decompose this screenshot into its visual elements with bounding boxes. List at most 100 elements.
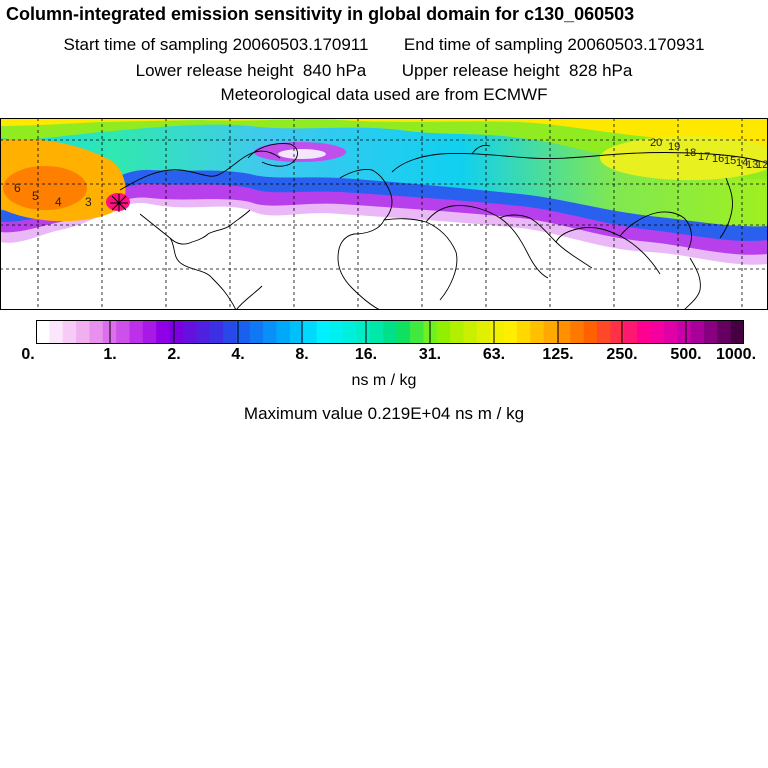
trajectory-label: 19 <box>668 141 680 153</box>
colorbar-swatch <box>49 320 64 344</box>
trajectory-label: 12 <box>756 159 768 171</box>
colorbar-label: 125. <box>542 346 574 363</box>
arctic-white <box>278 149 326 159</box>
colorbar-label: 31. <box>418 346 442 363</box>
colorbar-swatch <box>116 320 131 344</box>
colorbar-swatch <box>597 320 612 344</box>
trajectory-label: 5 <box>32 189 39 203</box>
colorbar-swatch <box>436 320 451 344</box>
colorbar-swatch <box>396 320 411 344</box>
lower-height-label: Lower release height <box>135 61 294 80</box>
africa-land <box>340 256 450 310</box>
plume-green <box>0 118 768 180</box>
colorbar-swatch <box>717 320 732 344</box>
colorbar-swatch <box>476 320 491 344</box>
colorbar-swatch <box>543 320 558 344</box>
colorbar-swatch <box>156 320 171 344</box>
colorbar-swatch <box>650 320 665 344</box>
colorbar-swatch <box>369 320 384 344</box>
upper-height-label: Upper release height <box>401 61 560 80</box>
colorbar-swatch <box>730 320 744 344</box>
colorbar-label: 63. <box>482 346 506 363</box>
trajectory-label: 4 <box>55 195 62 209</box>
maximum-value-text: Maximum value 0.219E+04 ns m / kg <box>243 404 525 423</box>
trajectory-label: 15 <box>724 155 736 167</box>
colorbar-swatch <box>677 320 692 344</box>
colorbar-swatch <box>503 320 518 344</box>
upper-height-value: 828 hPa <box>569 61 633 80</box>
colorbar-label: 0. <box>21 346 35 363</box>
colorbar-swatch <box>76 320 91 344</box>
colorbar-swatch <box>623 320 638 344</box>
pacific-core <box>3 166 87 210</box>
colorbar-swatch <box>182 320 197 344</box>
colorbar-swatch <box>463 320 478 344</box>
graticule <box>0 118 768 310</box>
lower-height-value: 840 hPa <box>302 61 367 80</box>
colorbar-swatch <box>129 320 144 344</box>
trajectory-label: 13 <box>746 159 758 171</box>
colorbar-swatch <box>223 320 237 344</box>
start-time-value: 20060503.170911 <box>232 35 369 54</box>
colorbar-label: 250. <box>606 346 638 363</box>
colorbar-swatch <box>142 320 157 344</box>
colorbar-swatch <box>329 320 344 344</box>
colorbar-swatch <box>196 320 211 344</box>
colorbar-swatch <box>356 320 371 344</box>
colorbar-swatch <box>583 320 598 344</box>
colorbar-swatch <box>62 320 77 344</box>
colorbar-label: 16. <box>354 346 378 363</box>
colorbar-swatch <box>530 320 545 344</box>
release-point-marker <box>110 194 128 212</box>
colorbar-swatch <box>690 320 705 344</box>
sampling-time-row: Start time of sampling 20060503.170911 E… <box>0 35 768 55</box>
trajectory-label: 16 <box>712 153 724 165</box>
colorbar-swatch <box>703 320 718 344</box>
end-time-value: 20060503.170931 <box>567 35 705 54</box>
colorbar-swatch <box>276 320 291 344</box>
colorbar-swatch <box>343 320 358 344</box>
colorbar-swatch <box>663 320 678 344</box>
colorbar-swatch <box>610 320 625 344</box>
colorbar-label: 500. <box>670 346 702 363</box>
colorbar-swatch <box>637 320 652 344</box>
end-time-label: End time of sampling <box>403 35 563 54</box>
release-height-row: Lower release height 840 hPa Upper relea… <box>0 61 768 81</box>
colorbar-label: 4. <box>231 346 245 363</box>
sensitivity-map: 6 5 4 3 20 19 18 17 16 15 14 13 12 <box>0 118 768 310</box>
trajectory-label: 18 <box>684 147 696 159</box>
colorbar-units: ns m / kg <box>351 372 417 389</box>
colorbar-label: 2. <box>167 346 181 363</box>
colorbar-swatch <box>570 320 585 344</box>
trajectory-label: 14 <box>736 157 748 169</box>
colorbar-swatch <box>490 320 505 344</box>
trajectory-label: 3 <box>85 195 92 209</box>
colorbar-swatch <box>303 320 318 344</box>
colorbar-swatch <box>209 320 224 344</box>
colorbar-swatch <box>36 320 50 344</box>
colorbar-swatch <box>450 320 465 344</box>
map-title: Column-integrated emission sensitivity i… <box>6 4 635 24</box>
colorbar-swatch <box>556 320 571 344</box>
trajectory-label: 20 <box>650 137 662 149</box>
colorbar-swatch <box>289 320 304 344</box>
colorbar-swatch <box>236 320 251 344</box>
colorbar-label: 8. <box>295 346 309 363</box>
plume-yellow <box>0 118 768 148</box>
met-source-line: Meteorological data used are from ECMWF <box>220 85 548 104</box>
colorbar-swatch <box>316 320 331 344</box>
colorbar-swatch <box>89 320 104 344</box>
colorbar-swatch <box>263 320 278 344</box>
siberia-high <box>600 136 768 180</box>
colorbar <box>36 320 744 344</box>
colorbar-swatch <box>383 320 398 344</box>
trajectory-label: 6 <box>14 181 21 195</box>
coastlines <box>119 143 768 310</box>
colorbar-swatch <box>516 320 531 344</box>
colorbar-label: 1000. <box>715 346 757 363</box>
trajectory-label: 17 <box>698 151 710 163</box>
start-time-label: Start time of sampling <box>63 35 228 54</box>
colorbar-label: 1. <box>103 346 117 363</box>
colorbar-swatch <box>169 320 184 344</box>
colorbar-swatch <box>410 320 424 344</box>
